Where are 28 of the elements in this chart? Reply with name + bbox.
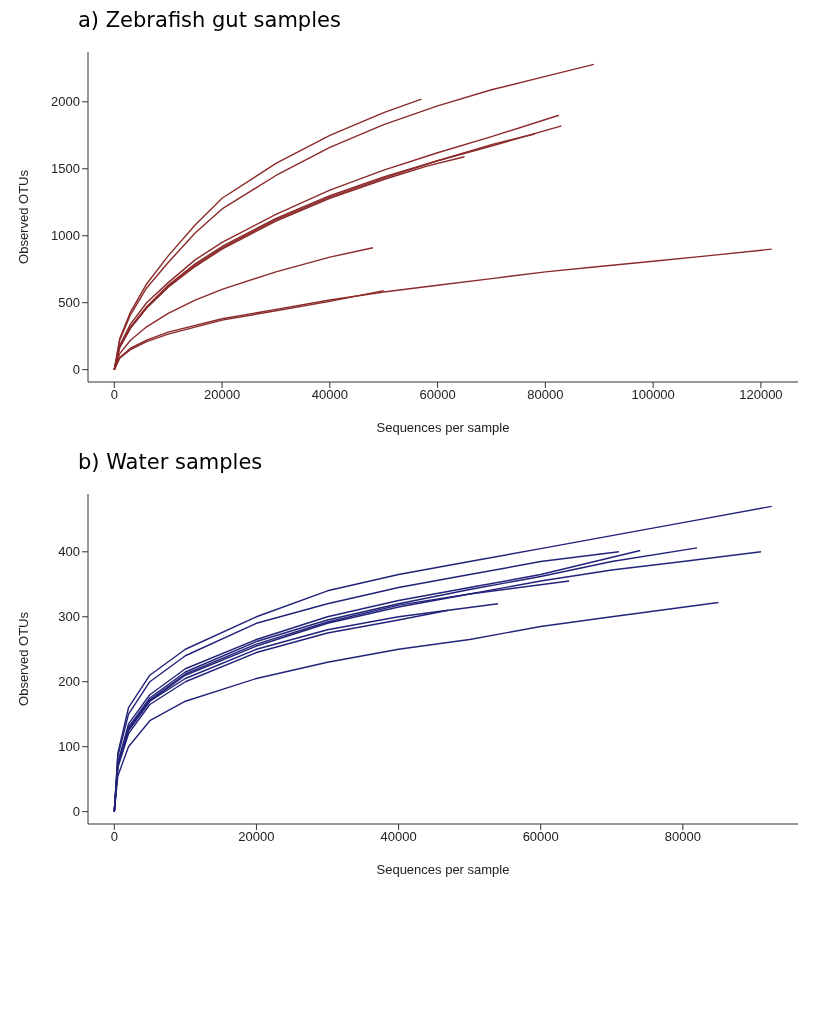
chart-title: b) Water samples bbox=[78, 450, 264, 474]
y-tick-label: 2000 bbox=[51, 94, 80, 110]
x-tick-label: 40000 bbox=[380, 829, 417, 845]
x-tick-label: 80000 bbox=[664, 829, 701, 845]
x-tick-label: 40000 bbox=[311, 387, 348, 403]
x-tick-label: 60000 bbox=[419, 387, 456, 403]
x-tick-label: 100000 bbox=[631, 387, 675, 403]
y-tick-label: 300 bbox=[58, 609, 80, 625]
y-axis-title: Observed OTUs bbox=[15, 611, 31, 706]
x-tick-label: 0 bbox=[110, 829, 118, 845]
x-tick-label: 20000 bbox=[238, 829, 275, 845]
y-tick-label: 200 bbox=[58, 674, 80, 690]
y-tick-label: 500 bbox=[58, 295, 80, 311]
y-tick-label: 100 bbox=[58, 739, 80, 755]
y-tick-label: 0 bbox=[72, 362, 80, 378]
x-tick-label: 0 bbox=[110, 387, 118, 403]
y-tick-label: 0 bbox=[72, 804, 80, 820]
x-axis-title: Sequences per sample bbox=[376, 862, 510, 877]
x-tick-label: 120000 bbox=[739, 387, 783, 403]
y-tick-label: 1000 bbox=[51, 228, 80, 244]
x-axis-title: Sequences per sample bbox=[376, 420, 510, 435]
x-tick-label: 60000 bbox=[522, 829, 559, 845]
y-axis-title: Observed OTUs bbox=[15, 169, 31, 264]
y-tick-label: 1500 bbox=[51, 161, 80, 177]
y-tick-label: 400 bbox=[58, 544, 80, 560]
x-tick-label: 20000 bbox=[203, 387, 241, 403]
x-tick-label: 80000 bbox=[527, 387, 564, 403]
chart-title: a) Zebrafish gut samples bbox=[78, 8, 342, 32]
